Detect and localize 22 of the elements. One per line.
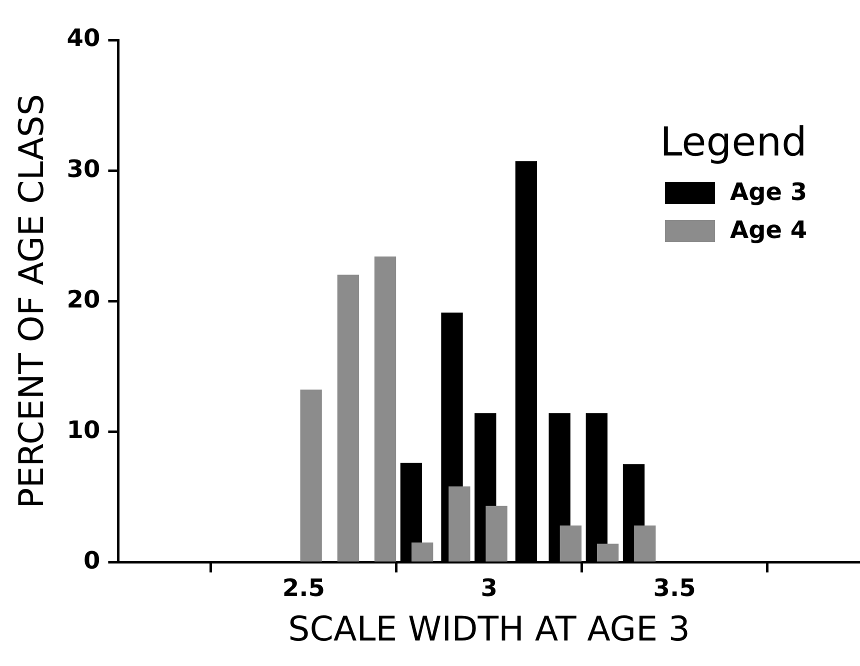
x-tick-label: 3.5 [653,574,696,602]
x-axis-title: SCALE WIDTH AT AGE 3 [288,609,690,650]
legend-title: Legend [660,119,807,166]
bar [412,542,434,562]
y-tick-label: 30 [66,154,100,183]
legend-label: Age 3 [730,178,808,206]
bar [486,506,508,562]
bar [634,526,656,562]
y-tick-label: 0 [83,546,100,575]
y-tick-label: 20 [66,285,100,314]
bar [560,526,582,562]
bar [596,544,619,562]
x-tick-label: 2.5 [282,574,325,602]
legend-label: Age 4 [730,216,808,244]
bar [448,486,470,562]
bar [374,256,396,562]
y-tick-label: 10 [66,416,100,444]
y-axis-title: PERCENT OF AGE CLASS [12,94,52,508]
y-tick-label: 40 [66,24,100,52]
bar [300,390,322,562]
x-tick-label: 3 [480,574,498,602]
bar [337,274,359,562]
